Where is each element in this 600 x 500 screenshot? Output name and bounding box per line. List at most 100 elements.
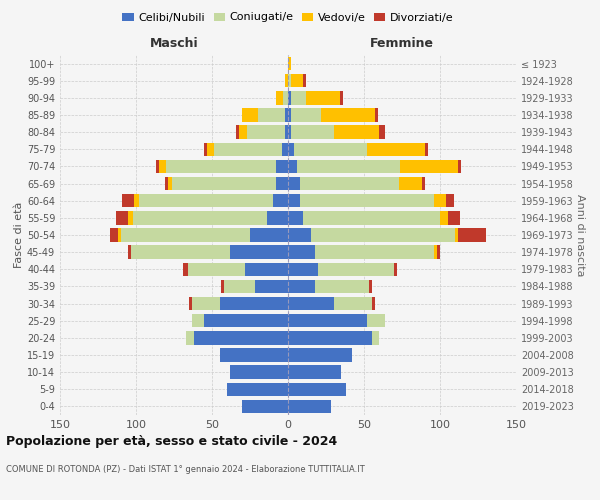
Bar bbox=[379, 126, 385, 139]
Bar bbox=[334, 297, 371, 310]
Bar bbox=[394, 262, 397, 276]
Text: Femmine: Femmine bbox=[370, 37, 434, 50]
Bar bbox=[214, 142, 282, 156]
Bar bbox=[291, 74, 303, 88]
Bar bbox=[192, 314, 205, 328]
Bar bbox=[276, 160, 288, 173]
Bar bbox=[242, 108, 257, 122]
Bar bbox=[340, 91, 343, 104]
Bar bbox=[446, 194, 454, 207]
Bar bbox=[283, 91, 288, 104]
Bar bbox=[139, 194, 273, 207]
Bar bbox=[183, 262, 188, 276]
Bar bbox=[294, 142, 367, 156]
Bar bbox=[236, 126, 239, 139]
Bar bbox=[303, 211, 440, 224]
Bar bbox=[288, 74, 291, 88]
Bar bbox=[230, 366, 288, 379]
Bar bbox=[128, 211, 133, 224]
Bar bbox=[118, 228, 121, 241]
Bar bbox=[194, 331, 288, 344]
Bar bbox=[322, 108, 374, 122]
Bar bbox=[434, 194, 446, 207]
Bar bbox=[247, 126, 285, 139]
Bar bbox=[131, 246, 230, 259]
Bar bbox=[121, 228, 250, 241]
Bar bbox=[186, 331, 194, 344]
Bar bbox=[291, 91, 306, 104]
Bar bbox=[288, 211, 303, 224]
Y-axis label: Fasce di età: Fasce di età bbox=[14, 202, 24, 268]
Bar bbox=[245, 262, 288, 276]
Bar bbox=[458, 160, 461, 173]
Bar bbox=[425, 142, 428, 156]
Bar bbox=[172, 177, 276, 190]
Bar bbox=[288, 262, 319, 276]
Bar bbox=[288, 331, 371, 344]
Bar bbox=[440, 211, 448, 224]
Bar bbox=[205, 142, 208, 156]
Bar bbox=[188, 262, 245, 276]
Bar bbox=[227, 382, 288, 396]
Bar bbox=[288, 314, 367, 328]
Bar bbox=[276, 91, 283, 104]
Bar bbox=[254, 280, 288, 293]
Bar bbox=[288, 108, 291, 122]
Bar bbox=[288, 194, 300, 207]
Bar bbox=[300, 194, 434, 207]
Bar bbox=[285, 108, 288, 122]
Bar bbox=[128, 246, 131, 259]
Bar bbox=[221, 280, 224, 293]
Bar bbox=[288, 142, 294, 156]
Bar bbox=[156, 160, 159, 173]
Bar bbox=[276, 177, 288, 190]
Bar bbox=[311, 228, 455, 241]
Bar bbox=[224, 280, 254, 293]
Bar bbox=[242, 400, 288, 413]
Bar bbox=[288, 382, 346, 396]
Legend: Celibi/Nubili, Coniugati/e, Vedovi/e, Divorziati/e: Celibi/Nubili, Coniugati/e, Vedovi/e, Di… bbox=[118, 8, 458, 27]
Text: Maschi: Maschi bbox=[149, 37, 199, 50]
Bar bbox=[371, 297, 374, 310]
Bar bbox=[267, 211, 288, 224]
Bar bbox=[297, 160, 400, 173]
Bar bbox=[288, 366, 341, 379]
Bar bbox=[189, 297, 192, 310]
Bar bbox=[285, 74, 288, 88]
Bar bbox=[367, 314, 385, 328]
Bar bbox=[371, 331, 379, 344]
Bar bbox=[448, 211, 460, 224]
Bar bbox=[399, 177, 422, 190]
Bar bbox=[159, 160, 166, 173]
Bar bbox=[285, 126, 288, 139]
Bar bbox=[192, 297, 220, 310]
Bar bbox=[250, 228, 288, 241]
Text: COMUNE DI ROTONDA (PZ) - Dati ISTAT 1° gennaio 2024 - Elaborazione TUTTITALIA.IT: COMUNE DI ROTONDA (PZ) - Dati ISTAT 1° g… bbox=[6, 465, 365, 474]
Bar bbox=[288, 177, 300, 190]
Bar bbox=[288, 280, 316, 293]
Bar bbox=[122, 194, 134, 207]
Text: Popolazione per età, sesso e stato civile - 2024: Popolazione per età, sesso e stato civil… bbox=[6, 435, 337, 448]
Bar bbox=[230, 246, 288, 259]
Bar bbox=[220, 297, 288, 310]
Bar bbox=[288, 297, 334, 310]
Bar bbox=[319, 262, 394, 276]
Bar bbox=[116, 211, 128, 224]
Bar bbox=[166, 160, 276, 173]
Bar bbox=[134, 194, 139, 207]
Bar bbox=[288, 246, 316, 259]
Bar bbox=[300, 177, 399, 190]
Y-axis label: Anni di nascita: Anni di nascita bbox=[575, 194, 585, 276]
Bar bbox=[288, 160, 297, 173]
Bar bbox=[288, 400, 331, 413]
Bar bbox=[257, 108, 285, 122]
Bar bbox=[288, 348, 352, 362]
Bar bbox=[458, 228, 485, 241]
Bar bbox=[282, 142, 288, 156]
Bar bbox=[168, 177, 172, 190]
Bar bbox=[288, 126, 291, 139]
Bar bbox=[239, 126, 247, 139]
Bar bbox=[334, 126, 379, 139]
Bar bbox=[316, 280, 368, 293]
Bar bbox=[437, 246, 440, 259]
